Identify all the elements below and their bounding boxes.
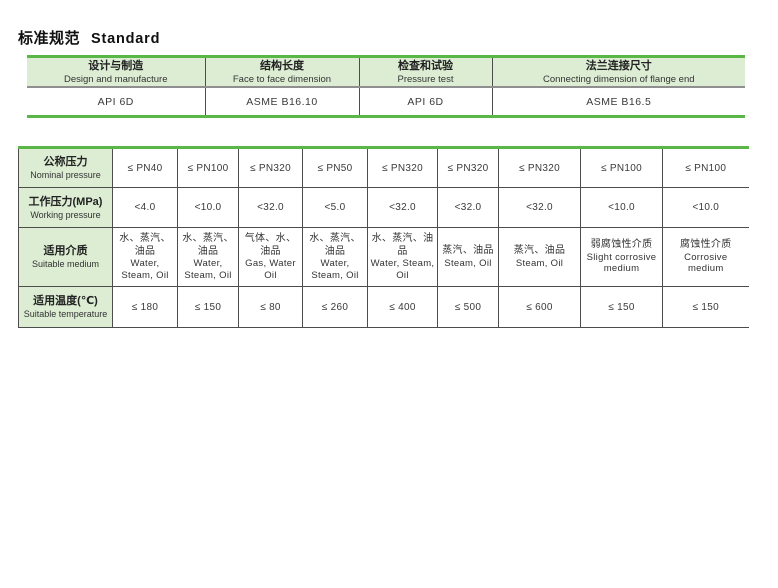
- spec-row-suitable-medium: 适用介质 Suitable medium 水、蒸汽、油品 Water, Steam, …: [18, 227, 749, 287]
- standards-header-1-en: Face to face dimension: [232, 73, 332, 85]
- standards-value-cell-1: ASME B16.10: [204, 87, 359, 117]
- spec-cell-suitable-medium-1-en: Water, Steam, Oil: [184, 258, 232, 281]
- spec-cell-suitable-medium-6-en: Steam, Oil: [515, 257, 564, 269]
- spec-cell-suitable-medium-4-cn: 水、蒸汽、油品: [371, 233, 434, 257]
- spec-cell-suitable-temperature-0: ≤ 180: [112, 286, 178, 328]
- spec-cell-suitable-temperature-1: ≤ 150: [177, 286, 239, 328]
- standards-header-1-cn: 结构长度: [260, 59, 304, 72]
- spec-cell-working-pressure-1: <10.0: [177, 187, 239, 228]
- standards-header-cell-1: 结构长度 Face to face dimension: [204, 56, 359, 88]
- spec-cell-suitable-medium-0: 水、蒸汽、油品 Water, Steam, Oil: [112, 227, 178, 287]
- standards-value-row: API 6D ASME B16.10 API 6D ASME B16.5: [27, 87, 745, 117]
- spec-cell-suitable-temperature-4: ≤ 400: [367, 286, 438, 328]
- spec-cell-suitable-medium-8-en: Corrosive medium: [684, 251, 728, 275]
- spec-cell-suitable-medium-0-cn: 水、蒸汽、油品: [119, 233, 171, 257]
- standards-header-row: 设计与制造 Design and manufacture 结构长度 Face to f…: [27, 56, 745, 88]
- spec-row-header-nominal-pressure-cn: 公称压力: [43, 156, 88, 169]
- spec-cell-suitable-temperature-5: ≤ 500: [437, 286, 499, 328]
- spec-cell-suitable-medium-4-en: Water, Steam, Oil: [370, 258, 435, 281]
- spec-cell-suitable-medium-3-en: Water, Steam, Oil: [311, 258, 359, 281]
- spec-cell-suitable-medium-5-en: Steam, Oil: [444, 257, 492, 269]
- spec-row-header-suitable-temperature-en: Suitable temperature: [23, 309, 108, 320]
- spec-cell-suitable-medium-8-cn: 腐蚀性介质: [680, 239, 732, 251]
- standards-header-cell-0: 设计与制造 Design and manufacture: [27, 56, 205, 88]
- spec-cell-suitable-medium-4: 水、蒸汽、油品 Water, Steam, Oil: [367, 227, 438, 287]
- page-title-en: Standard: [91, 31, 161, 47]
- spec-cell-nominal-pressure-2: ≤ PN320: [238, 147, 303, 188]
- spec-row-header-working-pressure: 工作压力(MPa) Working pressure: [18, 187, 113, 228]
- spec-cell-suitable-medium-8: 腐蚀性介质 Corrosive medium: [662, 227, 749, 287]
- spec-cell-working-pressure-0: <4.0: [112, 187, 178, 228]
- spec-row-header-suitable-medium: 适用介质 Suitable medium: [18, 227, 113, 287]
- page-title-cn: 标准规范: [18, 30, 81, 47]
- spec-cell-nominal-pressure-0: ≤ PN40: [112, 147, 178, 188]
- page-title: 标准规范 Standard: [18, 27, 160, 48]
- spec-cell-suitable-medium-2-cn: 气体、水、油品: [244, 233, 297, 257]
- spec-cell-working-pressure-2: <32.0: [238, 187, 303, 228]
- spec-cell-suitable-temperature-2: ≤ 80: [238, 286, 303, 328]
- standards-table: 设计与制造 Design and manufacture 结构长度 Face to f…: [27, 55, 745, 118]
- spec-row-header-working-pressure-cn: 工作压力(MPa): [28, 195, 103, 208]
- spec-cell-working-pressure-6: <32.0: [498, 187, 581, 228]
- spec-cell-suitable-medium-7: 弱腐蚀性介质 Slight corrosive medium: [580, 227, 663, 287]
- spec-cell-suitable-medium-3: 水、蒸汽、油品 Water, Steam, Oil: [302, 227, 368, 287]
- standards-header-cell-2: 检查和试验 Pressure test: [358, 56, 492, 88]
- standards-header-2-en: Pressure test: [397, 73, 454, 85]
- spec-cell-suitable-medium-1-cn: 水、蒸汽、油品: [182, 233, 234, 257]
- spec-cell-nominal-pressure-4: ≤ PN320: [367, 147, 438, 188]
- spec-cell-suitable-medium-2-en: Gas, Water Oil: [245, 258, 296, 281]
- spec-row-header-suitable-medium-cn: 适用介质: [43, 245, 88, 258]
- spec-cell-nominal-pressure-7: ≤ PN100: [580, 147, 663, 188]
- standards-table-grid: 设计与制造 Design and manufacture 结构长度 Face to f…: [27, 55, 745, 118]
- spec-row-header-suitable-temperature-cn: 适用温度(℃): [33, 295, 98, 308]
- spec-cell-suitable-medium-6-cn: 蒸汽、油品: [513, 245, 566, 257]
- standards-header-3-en: Connecting dimension of flange end: [542, 73, 695, 85]
- spec-cell-nominal-pressure-6: ≤ PN320: [498, 147, 581, 188]
- spec-cell-working-pressure-5: <32.0: [437, 187, 499, 228]
- spec-cell-nominal-pressure-5: ≤ PN320: [437, 147, 499, 188]
- spec-cell-suitable-medium-6: 蒸汽、油品 Steam, Oil: [498, 227, 581, 287]
- spec-cell-suitable-temperature-3: ≤ 260: [302, 286, 368, 328]
- spec-row-header-nominal-pressure-en: Nominal pressure: [30, 170, 101, 181]
- spec-cell-working-pressure-4: <32.0: [367, 187, 438, 228]
- spec-row-nominal-pressure: 公称压力 Nominal pressure ≤ PN40 ≤ PN100 ≤ PN320…: [18, 147, 749, 188]
- spec-cell-suitable-medium-0-en: Water, Steam, Oil: [121, 258, 169, 281]
- spec-row-working-pressure: 工作压力(MPa) Working pressure <4.0 <10.0 <32.0 <…: [18, 187, 749, 228]
- spec-cell-working-pressure-3: <5.0: [302, 187, 368, 228]
- spec-table-grid: 公称压力 Nominal pressure ≤ PN40 ≤ PN100 ≤ PN320…: [18, 146, 749, 328]
- spec-row-header-working-pressure-en: Working pressure: [30, 209, 101, 220]
- spec-row-header-nominal-pressure: 公称压力 Nominal pressure: [18, 147, 113, 188]
- spec-row-header-suitable-temperature: 适用温度(℃) Suitable temperature: [18, 286, 113, 328]
- standards-header-0-en: Design and manufacture: [63, 73, 168, 85]
- spec-cell-suitable-temperature-7: ≤ 150: [580, 286, 663, 328]
- standards-header-2-cn: 检查和试验: [398, 59, 453, 72]
- spec-cell-suitable-medium-5: 蒸汽、油品 Steam, Oil: [437, 227, 499, 287]
- standards-header-0-cn: 设计与制造: [88, 59, 144, 72]
- spec-cell-suitable-medium-7-cn: 弱腐蚀性介质: [590, 239, 653, 251]
- spec-cell-suitable-medium-1: 水、蒸汽、油品 Water, Steam, Oil: [177, 227, 239, 287]
- spec-row-suitable-temperature: 适用温度(℃) Suitable temperature ≤ 180 ≤ 150 ≤ 8…: [18, 286, 749, 328]
- standards-value-cell-3: ASME B16.5: [491, 87, 745, 117]
- standards-header-3-cn: 法兰连接尺寸: [585, 59, 652, 72]
- standards-header-cell-3: 法兰连接尺寸 Connecting dimension of flange end: [491, 56, 745, 88]
- spec-cell-suitable-medium-7-en: Slight corrosive medium: [586, 251, 657, 275]
- spec-cell-suitable-medium-5-cn: 蒸汽、油品: [442, 245, 494, 257]
- standards-value-cell-0: API 6D: [97, 95, 134, 108]
- spec-cell-nominal-pressure-3: ≤ PN50: [302, 147, 368, 188]
- spec-cell-nominal-pressure-8: ≤ PN100: [662, 147, 749, 188]
- spec-cell-suitable-medium-3-cn: 水、蒸汽、油品: [309, 233, 361, 257]
- spec-cell-working-pressure-8: <10.0: [662, 187, 749, 228]
- spec-cell-working-pressure-7: <10.0: [580, 187, 663, 228]
- spec-cell-suitable-temperature-6: ≤ 600: [498, 286, 581, 328]
- spec-cell-suitable-medium-2: 气体、水、油品 Gas, Water Oil: [238, 227, 303, 287]
- spec-table: 公称压力 Nominal pressure ≤ PN40 ≤ PN100 ≤ PN320…: [18, 146, 749, 328]
- spec-cell-nominal-pressure-1: ≤ PN100: [177, 147, 239, 188]
- standards-value-cell-2: API 6D: [358, 87, 492, 117]
- spec-cell-suitable-temperature-8: ≤ 150: [662, 286, 749, 328]
- spec-row-header-suitable-medium-en: Suitable medium: [31, 259, 100, 270]
